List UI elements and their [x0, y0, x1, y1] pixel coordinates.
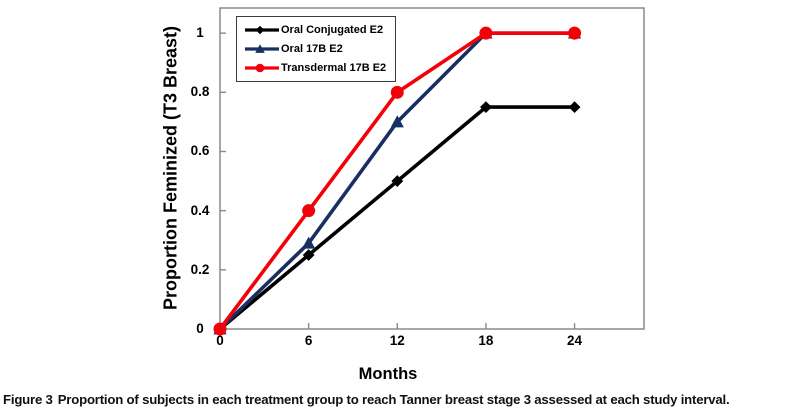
legend: Oral Conjugated E2 Oral 17B E2 Transdermal… — [236, 16, 396, 82]
x-tick-label: 24 — [567, 333, 583, 348]
y-tick-label: 0.8 — [190, 84, 210, 100]
figure-caption-text: Proportion of subjects in each treatment… — [57, 392, 730, 407]
x-tick-label: 6 — [304, 333, 313, 348]
series-oral-conjugated-e2 — [214, 101, 581, 335]
legend-swatch-diamond-icon — [245, 25, 279, 34]
marker-diamond — [302, 249, 315, 261]
marker-circle — [255, 64, 265, 73]
y-tick-label: 0.6 — [190, 143, 210, 159]
marker-circle — [302, 204, 316, 218]
marker-circle — [213, 322, 227, 336]
x-tick-label: 12 — [389, 333, 405, 348]
marker-diamond — [255, 25, 265, 34]
y-tick-label: 0.4 — [190, 202, 210, 218]
marker-triangle — [302, 236, 316, 249]
marker-circle — [390, 85, 404, 99]
marker-diamond — [480, 101, 492, 114]
series-transdermal-17b-e2 — [213, 26, 582, 336]
series-line-oral-conjugated-e2 — [218, 105, 575, 331]
marker-triangle — [255, 44, 265, 53]
legend-label: Transdermal 17B E2 — [281, 62, 387, 75]
figure-caption: Figure 3 Proportion of subjects in each t… — [3, 392, 793, 407]
legend-item-oral-conjugated-e2: Oral Conjugated E2 — [244, 21, 395, 39]
legend-label: Oral Conjugated E2 — [281, 23, 384, 36]
plot-frame — [219, 7, 645, 330]
marker-triangle — [390, 115, 404, 128]
figure-caption-label: Figure 3 — [3, 392, 53, 407]
y-tick-label: 0 — [196, 321, 204, 336]
marker-circle — [568, 26, 582, 40]
x-tick-label: 0 — [216, 333, 224, 348]
legend-swatch-triangle-icon — [245, 44, 279, 53]
y-tick-label: 1 — [196, 25, 204, 41]
legend-item-transdermal-17b-e2: Transdermal 17B E2 — [244, 59, 395, 77]
marker-circle — [479, 26, 493, 40]
legend-label: Oral 17B E2 — [281, 42, 343, 55]
x-tick-label: 18 — [478, 333, 494, 348]
x-axis-title: Months — [358, 365, 418, 383]
y-tick-label: 0.2 — [190, 261, 210, 277]
legend-swatch-circle-icon — [245, 64, 279, 73]
marker-diamond — [391, 175, 404, 187]
marker-diamond — [568, 101, 581, 114]
legend-item-oral-17b-e2: Oral 17B E2 — [244, 40, 395, 58]
